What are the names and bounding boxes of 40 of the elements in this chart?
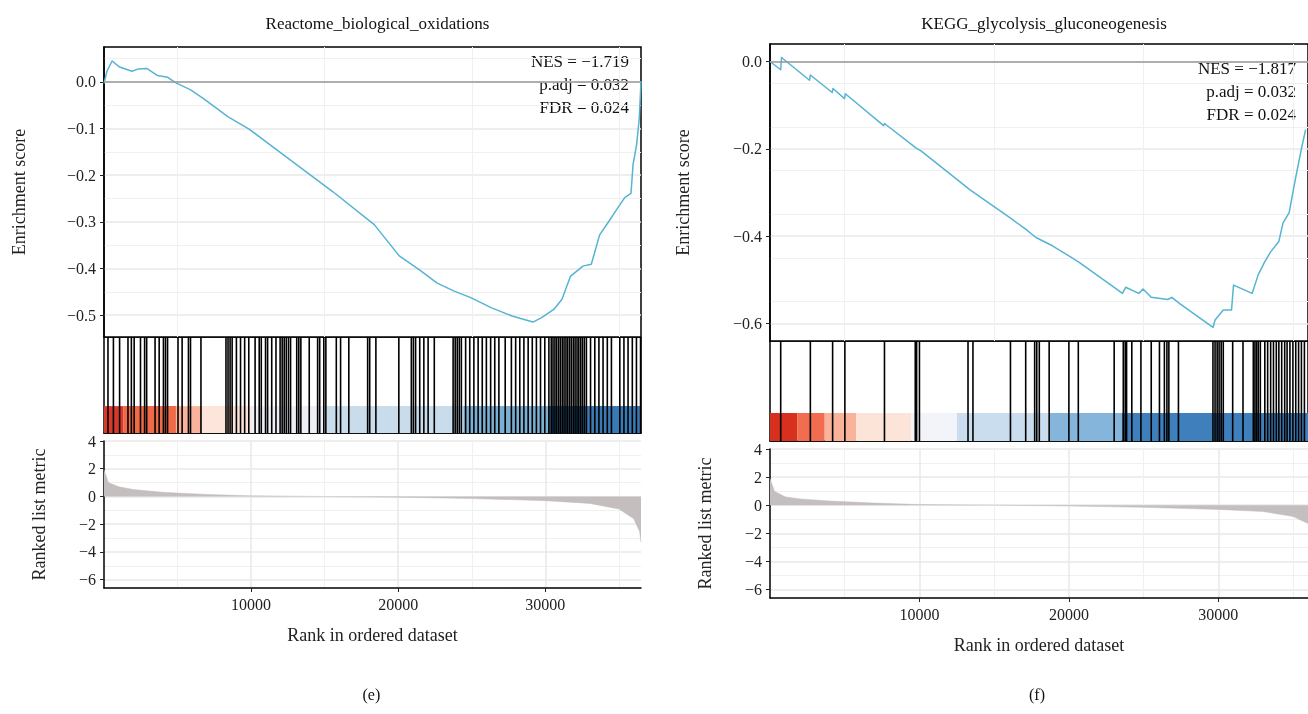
x-tick-label: 20000 <box>1048 605 1089 623</box>
y-tick-label: −6 <box>78 571 96 589</box>
x-tick-label: 30000 <box>525 595 566 613</box>
y-tick-label: 4 <box>88 432 96 450</box>
y-tick-label: −0.1 <box>66 120 96 138</box>
annotation: NES = −1.817 <box>1197 59 1297 78</box>
y-tick-label: 0.0 <box>76 73 96 91</box>
y-axis-title: Enrichment score <box>9 128 29 256</box>
annotation: p.adj = 0.032 <box>539 75 629 94</box>
x-axis-title: Rank in ordered dataset <box>287 625 458 645</box>
text: (e) <box>362 685 381 704</box>
y-tick-label: 0.0 <box>742 52 762 70</box>
chart-title: KEGG_glycolysis_gluconeogenesis <box>921 14 1167 33</box>
x-tick-label: 10000 <box>231 595 272 613</box>
y-tick-label: −4 <box>78 543 96 561</box>
y-tick-label: −0.5 <box>66 306 96 324</box>
y-tick-label: 4 <box>754 440 762 458</box>
y-tick-label: −2 <box>744 524 762 542</box>
y-tick-label: −0.2 <box>732 140 762 158</box>
y-tick-label: −4 <box>744 552 762 570</box>
y-axis-title: Enrichment score <box>673 129 693 256</box>
x-axis-title: Rank in ordered dataset <box>953 635 1125 655</box>
x-tick-label: 20000 <box>378 595 419 613</box>
y-axis-title: Ranked list metric <box>695 457 715 590</box>
y-tick-label: −0.2 <box>66 166 96 184</box>
y-tick-label: 2 <box>754 468 762 486</box>
y-tick-label: −0.4 <box>66 259 96 277</box>
y-tick-label: −0.6 <box>732 315 762 333</box>
y-tick-label: −2 <box>78 515 96 533</box>
y-tick-label: 0 <box>88 487 96 505</box>
y-tick-label: 2 <box>88 460 96 478</box>
y-tick-label: −0.3 <box>66 213 96 231</box>
y-axis-title: Ranked list metric <box>29 448 49 581</box>
y-tick-label: −6 <box>744 581 762 599</box>
y-tick-label: −0.4 <box>732 227 762 245</box>
y-tick-label: 0 <box>754 496 762 514</box>
chart-title: Reactome_biological_oxidations <box>265 14 490 33</box>
text: (f) <box>1029 685 1045 704</box>
x-tick-label: 30000 <box>1198 605 1239 623</box>
x-tick-label: 10000 <box>899 605 940 623</box>
